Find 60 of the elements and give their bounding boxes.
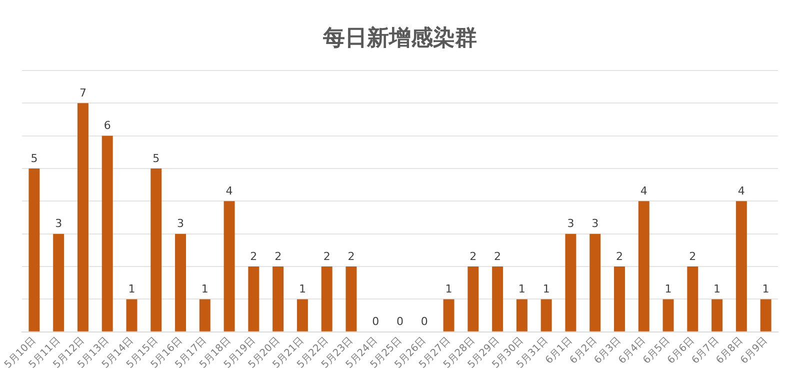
bar — [175, 234, 186, 332]
bar — [321, 266, 332, 332]
data-label: 0 — [420, 315, 428, 328]
chart-title: 每日新增感染群 — [322, 24, 477, 51]
data-label: 1 — [762, 282, 770, 296]
data-label: 1 — [445, 282, 452, 296]
data-label: 3 — [177, 217, 184, 230]
bar — [296, 299, 308, 332]
bar — [224, 201, 235, 332]
bar — [53, 234, 64, 332]
bar — [126, 299, 138, 332]
data-label: 2 — [494, 250, 502, 263]
bar — [736, 201, 747, 332]
bar — [638, 201, 650, 332]
data-label: 2 — [470, 250, 477, 263]
data-label: 4 — [226, 184, 233, 198]
bar — [199, 299, 210, 332]
data-label: 2 — [348, 250, 355, 263]
bar — [662, 299, 674, 332]
data-label: 0 — [372, 315, 380, 328]
data-label: 1 — [542, 282, 550, 296]
bar — [614, 266, 625, 332]
data-label: 5 — [30, 152, 38, 165]
bar — [760, 299, 772, 332]
bar — [516, 299, 528, 332]
data-label: 5 — [152, 152, 160, 165]
bar — [712, 299, 723, 332]
data-label: 1 — [128, 282, 136, 296]
bar — [28, 168, 40, 332]
data-label: 1 — [518, 282, 526, 296]
bar — [150, 168, 162, 332]
data-label: 2 — [250, 250, 258, 263]
data-label: 3 — [592, 217, 599, 230]
bar — [590, 234, 601, 332]
data-label: 7 — [79, 86, 86, 100]
data-label: 1 — [201, 282, 208, 296]
bar — [102, 136, 113, 332]
data-label: 3 — [55, 217, 62, 230]
data-label: 6 — [104, 119, 111, 132]
bar — [248, 266, 260, 332]
data-label: 2 — [274, 250, 282, 263]
data-label: 2 — [689, 250, 696, 263]
data-label: 2 — [616, 250, 623, 263]
data-label: 2 — [323, 250, 330, 263]
bar — [687, 266, 698, 332]
data-label: 1 — [714, 282, 721, 296]
bar — [272, 266, 284, 332]
data-label: 1 — [298, 282, 306, 296]
data-label: 4 — [640, 184, 648, 198]
bar — [443, 299, 454, 332]
bar — [492, 266, 504, 332]
data-label: 0 — [396, 315, 404, 328]
bar — [565, 234, 576, 332]
bar — [77, 103, 88, 332]
data-label: 4 — [738, 184, 745, 198]
data-label: 1 — [664, 282, 672, 296]
data-label: 3 — [567, 217, 574, 230]
bar — [540, 299, 552, 332]
bar — [346, 266, 357, 332]
bar — [468, 266, 479, 332]
